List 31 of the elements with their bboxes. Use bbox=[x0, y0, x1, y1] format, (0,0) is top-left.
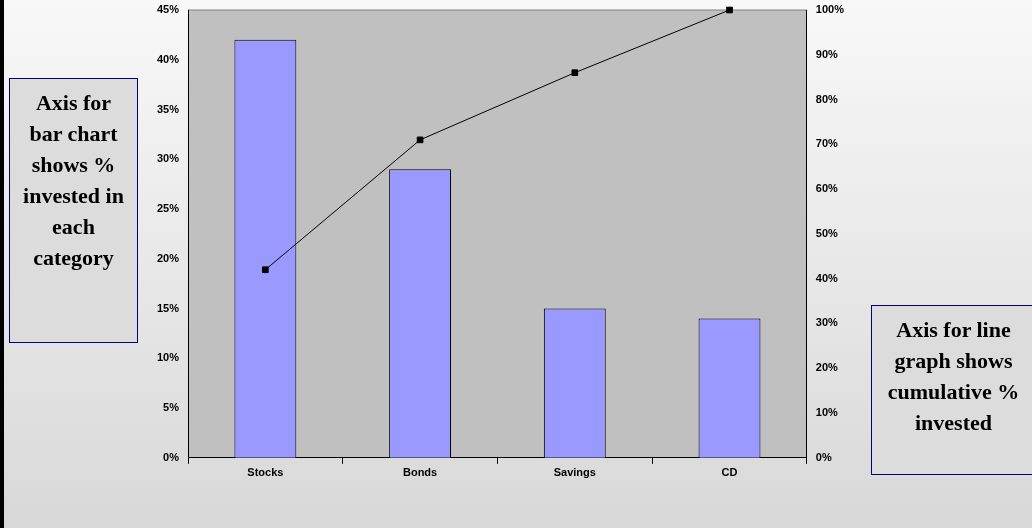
text: Axis for bar chart shows % invested in each category bbox=[9, 78, 138, 343]
y2-tick-label: 90% bbox=[815, 47, 839, 60]
y2-tick-label: 20% bbox=[815, 361, 839, 374]
text: Axis for line graph shows cumulative % invested bbox=[871, 305, 1032, 475]
x-tick-label: Stocks bbox=[247, 466, 284, 479]
point bbox=[262, 266, 269, 274]
y2-tick-label: 80% bbox=[815, 92, 839, 105]
y-tick-label: 20% bbox=[156, 251, 180, 264]
y-tick-label: 10% bbox=[156, 351, 180, 364]
y2-tick-label: 50% bbox=[815, 226, 839, 239]
y-tick-label: 45% bbox=[156, 3, 180, 16]
y-tick-label: 15% bbox=[156, 301, 180, 314]
y-tick-label: 5% bbox=[163, 401, 180, 414]
y2-tick-label: 100% bbox=[815, 3, 845, 16]
y2-tick-label: 0% bbox=[815, 450, 832, 463]
point bbox=[726, 6, 733, 14]
y2-tick-label: 30% bbox=[815, 316, 839, 329]
y2-tick-label: 70% bbox=[815, 137, 839, 150]
x-tick-label: Savings bbox=[553, 466, 596, 479]
x-tick-label: CD bbox=[721, 466, 738, 479]
point bbox=[571, 69, 579, 77]
y2-tick-label: 60% bbox=[815, 182, 839, 195]
y-tick-label: 40% bbox=[156, 52, 180, 65]
y2-tick-label: 10% bbox=[815, 406, 839, 419]
point bbox=[416, 136, 424, 144]
y-tick-label: 0% bbox=[163, 450, 180, 463]
y-tick-label: 35% bbox=[156, 102, 180, 115]
x-tick-label: Bonds bbox=[402, 466, 438, 479]
y2-tick-label: 40% bbox=[815, 271, 839, 284]
y-tick-label: 25% bbox=[156, 202, 180, 215]
y-tick-label: 30% bbox=[156, 152, 180, 165]
